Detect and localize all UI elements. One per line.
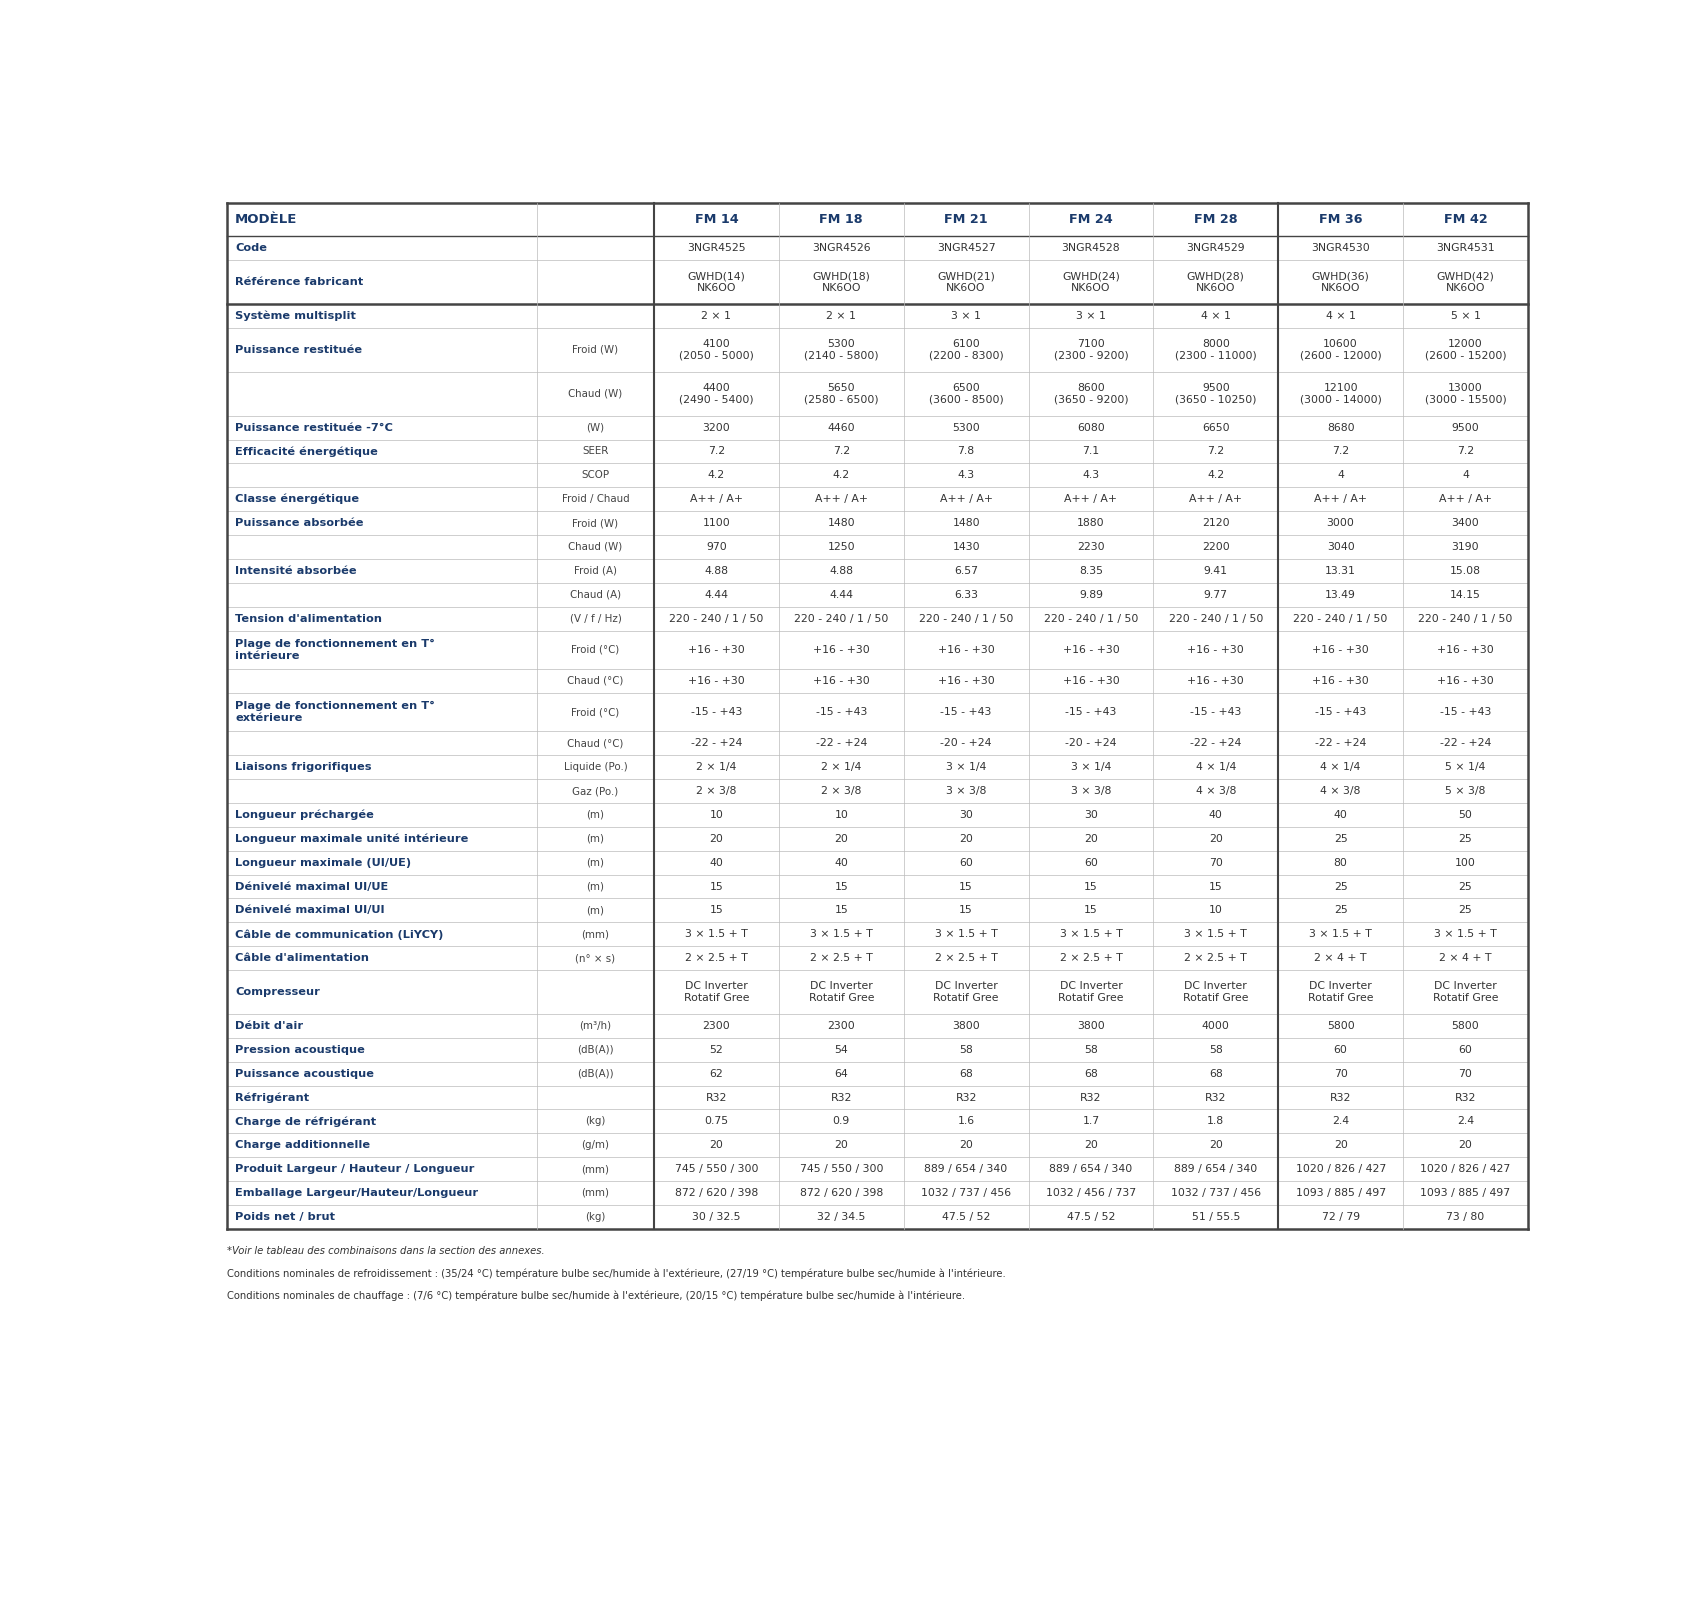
- Text: Code: Code: [236, 242, 266, 254]
- Text: Charge additionnelle: Charge additionnelle: [236, 1141, 370, 1151]
- Text: 4 × 1: 4 × 1: [1325, 310, 1355, 322]
- Text: 1100: 1100: [702, 519, 731, 528]
- Text: 1430: 1430: [953, 541, 980, 553]
- Text: 5650
(2580 - 6500): 5650 (2580 - 6500): [804, 383, 877, 404]
- Text: 20: 20: [1209, 834, 1222, 844]
- Text: 20: 20: [1084, 1141, 1098, 1151]
- Text: -15 - +43: -15 - +43: [1439, 708, 1490, 718]
- Text: 2300: 2300: [702, 1021, 731, 1031]
- Text: 6500
(3600 - 8500): 6500 (3600 - 8500): [929, 383, 1004, 404]
- Text: 60: 60: [1084, 858, 1098, 868]
- Text: 15: 15: [835, 882, 848, 892]
- Text: 3 × 1.5 + T: 3 × 1.5 + T: [809, 929, 872, 939]
- Text: 20: 20: [708, 1141, 724, 1151]
- Text: 1020 / 826 / 427: 1020 / 826 / 427: [1420, 1164, 1509, 1175]
- Text: Froid / Chaud: Froid / Chaud: [562, 494, 628, 504]
- Text: 70: 70: [1209, 858, 1222, 868]
- Text: 9.77: 9.77: [1203, 590, 1227, 600]
- Text: +16 - +30: +16 - +30: [1311, 645, 1369, 654]
- Text: 58: 58: [1209, 1046, 1222, 1055]
- Text: (m): (m): [586, 858, 604, 868]
- Text: -22 - +24: -22 - +24: [1190, 739, 1241, 748]
- Text: 9500
(3650 - 10250): 9500 (3650 - 10250): [1174, 383, 1256, 404]
- Text: 5300: 5300: [953, 423, 980, 433]
- Text: 9500: 9500: [1451, 423, 1478, 433]
- Text: 3 × 1/4: 3 × 1/4: [1070, 763, 1111, 772]
- Text: Réfrigérant: Réfrigérant: [236, 1092, 309, 1102]
- Text: 2120: 2120: [1202, 519, 1229, 528]
- Text: 4400
(2490 - 5400): 4400 (2490 - 5400): [679, 383, 753, 404]
- Text: 3NGR4525: 3NGR4525: [686, 242, 746, 254]
- Text: 40: 40: [833, 858, 848, 868]
- Text: 3NGR4529: 3NGR4529: [1186, 242, 1244, 254]
- Text: (m): (m): [586, 810, 604, 819]
- Text: 51 / 55.5: 51 / 55.5: [1191, 1212, 1239, 1222]
- Text: +16 - +30: +16 - +30: [688, 675, 744, 685]
- Text: Tension d'alimentation: Tension d'alimentation: [236, 614, 382, 624]
- Text: 889 / 654 / 340: 889 / 654 / 340: [1048, 1164, 1132, 1175]
- Text: 4100
(2050 - 5000): 4100 (2050 - 5000): [679, 339, 753, 360]
- Text: (dB(A)): (dB(A)): [577, 1046, 613, 1055]
- Text: 25: 25: [1458, 905, 1471, 915]
- Text: 2 × 2.5 + T: 2 × 2.5 + T: [934, 953, 997, 963]
- Text: 4: 4: [1461, 470, 1468, 480]
- Text: Longueur préchargée: Longueur préchargée: [236, 810, 374, 821]
- Text: 40: 40: [1209, 810, 1222, 819]
- Text: 6080: 6080: [1077, 423, 1104, 433]
- Text: 14.15: 14.15: [1449, 590, 1480, 600]
- Text: 70: 70: [1458, 1068, 1471, 1078]
- Text: Produit Largeur / Hauteur / Longueur: Produit Largeur / Hauteur / Longueur: [236, 1164, 475, 1175]
- Text: FM 24: FM 24: [1069, 213, 1113, 226]
- Text: 4 × 3/8: 4 × 3/8: [1195, 785, 1236, 797]
- Text: 5300
(2140 - 5800): 5300 (2140 - 5800): [804, 339, 877, 360]
- Text: A++ / A+: A++ / A+: [939, 494, 992, 504]
- Text: 15: 15: [708, 905, 722, 915]
- Text: 745 / 550 / 300: 745 / 550 / 300: [674, 1164, 758, 1175]
- Text: Liaisons frigorifiques: Liaisons frigorifiques: [236, 763, 372, 772]
- Text: 25: 25: [1458, 834, 1471, 844]
- Text: 100: 100: [1454, 858, 1475, 868]
- Text: A++ / A+: A++ / A+: [1063, 494, 1116, 504]
- Text: FM 14: FM 14: [695, 213, 737, 226]
- Text: 3 × 1.5 + T: 3 × 1.5 + T: [934, 929, 997, 939]
- Text: 3 × 1.5 + T: 3 × 1.5 + T: [685, 929, 748, 939]
- Text: 58: 58: [1084, 1046, 1098, 1055]
- Text: R32: R32: [705, 1092, 727, 1102]
- Text: 20: 20: [708, 834, 724, 844]
- Text: FM 21: FM 21: [944, 213, 987, 226]
- Text: DC Inverter
Rotatif Gree: DC Inverter Rotatif Gree: [683, 981, 749, 1004]
- Text: (n° × s): (n° × s): [575, 953, 615, 963]
- Text: 54: 54: [835, 1046, 848, 1055]
- Text: 15: 15: [1084, 882, 1098, 892]
- Text: +16 - +30: +16 - +30: [813, 645, 869, 654]
- Text: 10: 10: [708, 810, 724, 819]
- Text: DC Inverter
Rotatif Gree: DC Inverter Rotatif Gree: [932, 981, 999, 1004]
- Text: +16 - +30: +16 - +30: [937, 675, 993, 685]
- Text: 3 × 3/8: 3 × 3/8: [1070, 785, 1111, 797]
- Text: 5 × 1: 5 × 1: [1449, 310, 1480, 322]
- Text: 2 × 1: 2 × 1: [826, 310, 855, 322]
- Text: 0.75: 0.75: [703, 1117, 729, 1126]
- Text: 30: 30: [1084, 810, 1098, 819]
- Text: 4 × 1: 4 × 1: [1200, 310, 1231, 322]
- Text: 4 × 3/8: 4 × 3/8: [1320, 785, 1360, 797]
- Text: R32: R32: [830, 1092, 852, 1102]
- Text: 3 × 1.5 + T: 3 × 1.5 + T: [1183, 929, 1246, 939]
- Text: GWHD(36)
NK6OO: GWHD(36) NK6OO: [1311, 271, 1369, 292]
- Text: 3 × 1: 3 × 1: [951, 310, 980, 322]
- Text: 4000: 4000: [1202, 1021, 1229, 1031]
- Text: A++ / A+: A++ / A+: [690, 494, 743, 504]
- Text: Puissance absorbée: Puissance absorbée: [236, 519, 364, 528]
- Text: Chaud (°C): Chaud (°C): [567, 675, 623, 685]
- Text: 20: 20: [959, 1141, 973, 1151]
- Text: 4.2: 4.2: [833, 470, 850, 480]
- Text: 3800: 3800: [1077, 1021, 1104, 1031]
- Text: 220 - 240 / 1 / 50: 220 - 240 / 1 / 50: [918, 614, 1012, 624]
- Text: GWHD(24)
NK6OO: GWHD(24) NK6OO: [1062, 271, 1120, 292]
- Text: 4.3: 4.3: [1082, 470, 1099, 480]
- Text: 2 × 1: 2 × 1: [702, 310, 731, 322]
- Text: 889 / 654 / 340: 889 / 654 / 340: [1173, 1164, 1256, 1175]
- Text: (mm): (mm): [580, 1188, 609, 1197]
- Text: A++ / A+: A++ / A+: [1188, 494, 1241, 504]
- Text: -20 - +24: -20 - +24: [941, 739, 992, 748]
